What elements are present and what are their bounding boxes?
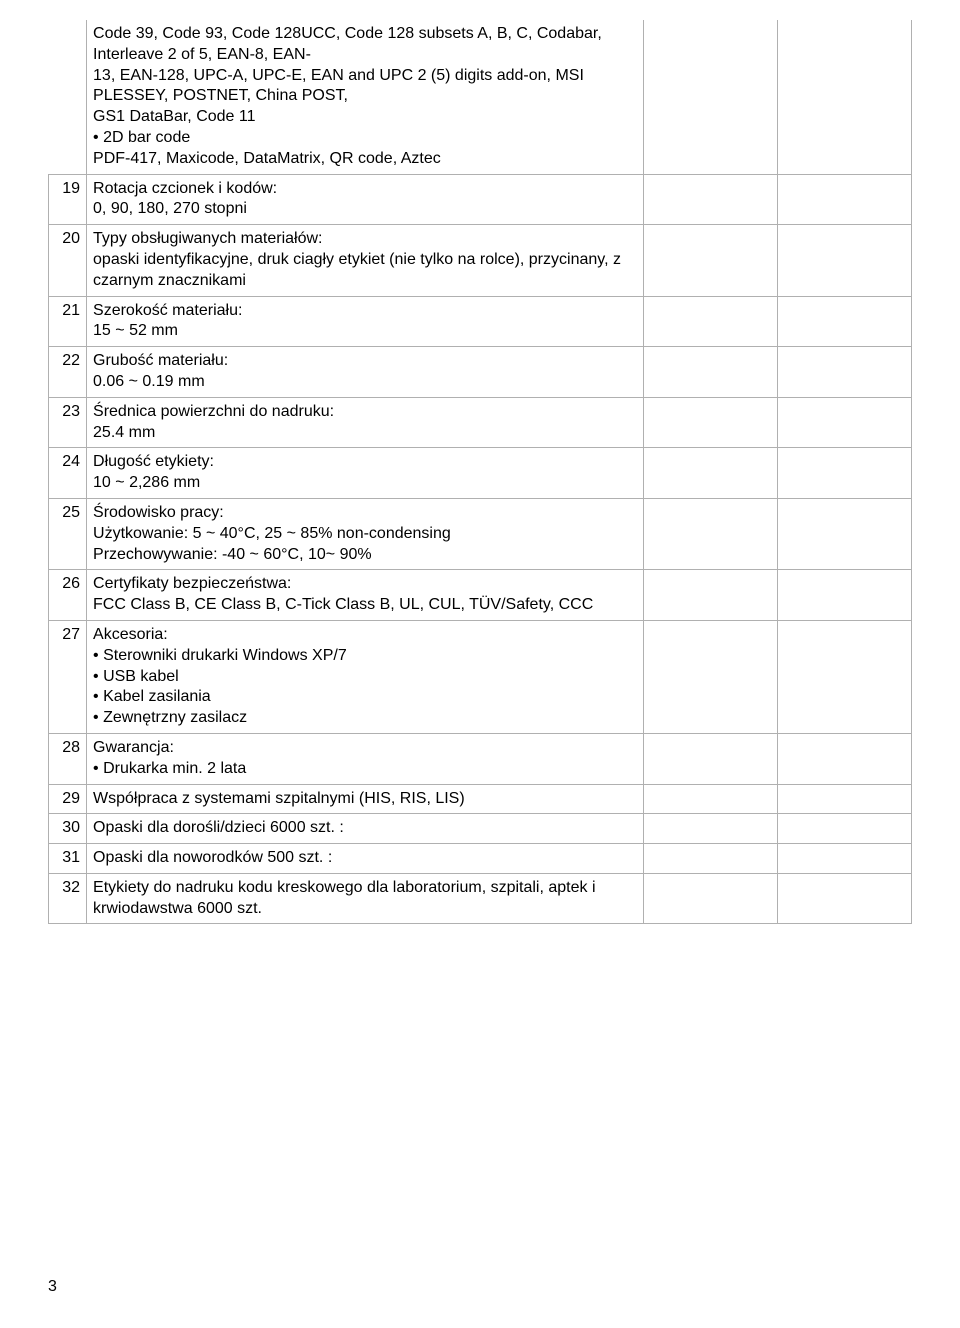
row-col3: [643, 570, 777, 621]
row-col4: [777, 397, 911, 448]
row-number: 31: [49, 844, 87, 874]
row-col4: [777, 733, 911, 784]
row-description: Etykiety do nadruku kodu kreskowego dla …: [87, 873, 644, 924]
row-col4: [777, 347, 911, 398]
row-col3: [643, 784, 777, 814]
row-description: Środowisko pracy: Użytkowanie: 5 ~ 40°C,…: [87, 498, 644, 569]
table-row: 26Certyfikaty bezpieczeństwa: FCC Class …: [49, 570, 912, 621]
row-number: 28: [49, 733, 87, 784]
table-row: 21Szerokość materiału: 15 ~ 52 mm: [49, 296, 912, 347]
row-col4: [777, 448, 911, 499]
row-col4: [777, 20, 911, 174]
row-col3: [643, 620, 777, 733]
table-row: 23Średnica powierzchni do nadruku: 25.4 …: [49, 397, 912, 448]
row-number: 23: [49, 397, 87, 448]
row-description: Rotacja czcionek i kodów: 0, 90, 180, 27…: [87, 174, 644, 225]
row-description: Opaski dla dorośli/dzieci 6000 szt. :: [87, 814, 644, 844]
row-col3: [643, 873, 777, 924]
row-col3: [643, 498, 777, 569]
row-col4: [777, 174, 911, 225]
table-row: 29Współpraca z systemami szpitalnymi (HI…: [49, 784, 912, 814]
row-col4: [777, 814, 911, 844]
row-description: Szerokość materiału: 15 ~ 52 mm: [87, 296, 644, 347]
row-description: Średnica powierzchni do nadruku: 25.4 mm: [87, 397, 644, 448]
row-number: 24: [49, 448, 87, 499]
row-col4: [777, 498, 911, 569]
row-col3: [643, 814, 777, 844]
row-number: 22: [49, 347, 87, 398]
row-description: Grubość materiału: 0.06 ~ 0.19 mm: [87, 347, 644, 398]
spec-table: Code 39, Code 93, Code 128UCC, Code 128 …: [48, 20, 912, 924]
spec-table-body: Code 39, Code 93, Code 128UCC, Code 128 …: [49, 20, 912, 924]
row-description: Certyfikaty bezpieczeństwa: FCC Class B,…: [87, 570, 644, 621]
row-number: 29: [49, 784, 87, 814]
table-row: 25Środowisko pracy: Użytkowanie: 5 ~ 40°…: [49, 498, 912, 569]
row-col4: [777, 570, 911, 621]
table-row: 32Etykiety do nadruku kodu kreskowego dl…: [49, 873, 912, 924]
row-description: Akcesoria: • Sterowniki drukarki Windows…: [87, 620, 644, 733]
row-number: [49, 20, 87, 174]
page-number: 3: [48, 1277, 57, 1298]
row-col3: [643, 296, 777, 347]
row-number: 32: [49, 873, 87, 924]
table-row: 30Opaski dla dorośli/dzieci 6000 szt. :: [49, 814, 912, 844]
table-row: 27Akcesoria: • Sterowniki drukarki Windo…: [49, 620, 912, 733]
row-description: Opaski dla noworodków 500 szt. :: [87, 844, 644, 874]
row-col4: [777, 620, 911, 733]
row-col4: [777, 844, 911, 874]
row-number: 21: [49, 296, 87, 347]
row-col3: [643, 20, 777, 174]
row-description: Gwarancja: • Drukarka min. 2 lata: [87, 733, 644, 784]
row-col4: [777, 784, 911, 814]
row-number: 26: [49, 570, 87, 621]
row-col4: [777, 225, 911, 296]
table-row: 20Typy obsługiwanych materiałów: opaski …: [49, 225, 912, 296]
row-description: Współpraca z systemami szpitalnymi (HIS,…: [87, 784, 644, 814]
row-col4: [777, 873, 911, 924]
row-col3: [643, 225, 777, 296]
row-col4: [777, 296, 911, 347]
row-col3: [643, 733, 777, 784]
row-col3: [643, 397, 777, 448]
row-col3: [643, 174, 777, 225]
row-description: Długość etykiety: 10 ~ 2,286 mm: [87, 448, 644, 499]
row-number: 19: [49, 174, 87, 225]
table-row: 22Grubość materiału: 0.06 ~ 0.19 mm: [49, 347, 912, 398]
row-number: 25: [49, 498, 87, 569]
table-row: 19Rotacja czcionek i kodów: 0, 90, 180, …: [49, 174, 912, 225]
row-col3: [643, 448, 777, 499]
table-row: 24Długość etykiety: 10 ~ 2,286 mm: [49, 448, 912, 499]
row-description: Typy obsługiwanych materiałów: opaski id…: [87, 225, 644, 296]
table-row: Code 39, Code 93, Code 128UCC, Code 128 …: [49, 20, 912, 174]
row-col3: [643, 844, 777, 874]
row-number: 20: [49, 225, 87, 296]
row-col3: [643, 347, 777, 398]
table-row: 28Gwarancja: • Drukarka min. 2 lata: [49, 733, 912, 784]
table-row: 31Opaski dla noworodków 500 szt. :: [49, 844, 912, 874]
row-number: 30: [49, 814, 87, 844]
row-number: 27: [49, 620, 87, 733]
row-description: Code 39, Code 93, Code 128UCC, Code 128 …: [87, 20, 644, 174]
